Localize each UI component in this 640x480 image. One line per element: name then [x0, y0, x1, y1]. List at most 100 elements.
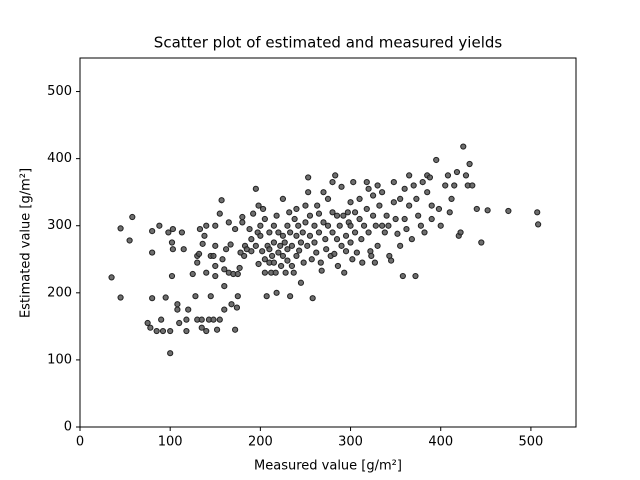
scatter-point [281, 239, 288, 246]
scatter-point [369, 192, 377, 199]
scatter-point [117, 225, 124, 232]
scatter-point [390, 179, 397, 186]
scatter-point [347, 222, 354, 229]
scatter-point [311, 239, 318, 246]
scatter-point [279, 232, 287, 239]
scatter-point [290, 269, 297, 276]
scatter-point [351, 209, 359, 216]
y-tick-label: 200 [47, 285, 72, 300]
x-tick-label: 400 [428, 435, 453, 450]
scatter-point [406, 202, 413, 209]
scatter-point [390, 199, 397, 206]
scatter-point [399, 272, 406, 280]
scatter-point [162, 294, 169, 301]
scatter-point [347, 199, 354, 206]
scatter-point [332, 172, 339, 179]
scatter-point [234, 270, 241, 278]
scatter-point [317, 259, 324, 266]
scatter-point [403, 225, 410, 233]
scatter-point [149, 227, 156, 235]
scatter-point [272, 269, 279, 276]
scatter-point [273, 289, 280, 296]
scatter-point [406, 172, 413, 179]
scatter-point [236, 264, 243, 272]
scatter-point [385, 222, 392, 229]
scatter-point [394, 230, 401, 237]
scatter-point [159, 327, 167, 335]
scatter-point [174, 306, 181, 313]
scatter-point [219, 256, 226, 263]
scatter-point [287, 293, 294, 300]
scatter-point [199, 240, 206, 247]
y-tick-label: 300 [47, 218, 72, 233]
scatter-point [336, 222, 343, 229]
scatter-point [183, 316, 190, 323]
scatter-point [305, 174, 312, 181]
scatter-point [279, 195, 287, 202]
scatter-point [168, 239, 176, 246]
scatter-point [410, 182, 417, 189]
scatter-point [356, 195, 363, 202]
scatter-point [270, 259, 277, 266]
scatter-point [273, 212, 280, 219]
scatter-point [221, 266, 228, 273]
scatter-point [156, 222, 163, 229]
scatter-point [428, 215, 435, 223]
scatter-point [168, 272, 176, 280]
y-tick-label: 400 [47, 151, 72, 166]
scatter-point [371, 259, 378, 266]
scatter-point [149, 249, 156, 256]
scatter-point [347, 239, 354, 246]
scatter-point [153, 327, 160, 335]
scatter-point [210, 316, 217, 323]
scatter-point [333, 236, 341, 243]
scatter-point [379, 189, 386, 196]
scatter-point [397, 242, 404, 249]
scatter-point [284, 246, 291, 253]
scatter-point [442, 182, 449, 189]
scatter-point [374, 242, 381, 249]
scatter-point [349, 256, 356, 263]
scatter-point [401, 215, 408, 223]
scatter-point [232, 225, 239, 233]
scatter-point [324, 195, 332, 202]
scatter-point [397, 195, 404, 202]
scatter-point [203, 327, 210, 335]
scatter-point [302, 219, 309, 226]
scatter-point [221, 306, 228, 313]
scatter-point [158, 316, 165, 323]
scatter-point [225, 219, 232, 226]
scatter-point [282, 269, 289, 276]
scatter-point [314, 202, 321, 209]
scatter-point [437, 222, 444, 229]
scatter-point [462, 172, 470, 179]
scatter-point [234, 293, 241, 300]
scatter-point [535, 221, 542, 228]
scatter-point [261, 256, 268, 263]
scatter-point [216, 210, 223, 217]
scatter-point [313, 249, 320, 256]
scatter-point [309, 295, 316, 302]
scatter-point [297, 239, 305, 246]
scatter-point [322, 236, 329, 243]
scatter-point [365, 229, 372, 236]
scatter-point [401, 185, 408, 192]
scatter-point [147, 324, 154, 331]
scatter-point [324, 222, 332, 229]
scatter-point [302, 202, 309, 209]
scatter-point [413, 195, 420, 202]
scatter-point [341, 269, 348, 276]
scatter-point [372, 222, 379, 229]
scatter-point [144, 319, 151, 327]
scatter-point [534, 209, 541, 216]
scatter-point [252, 185, 259, 192]
scatter-point [257, 232, 264, 239]
scatter-point [239, 213, 246, 221]
scatter-point [331, 250, 338, 258]
scatter-point [239, 219, 246, 226]
scatter-point [478, 239, 485, 246]
scatter-point [266, 229, 273, 236]
scatter-point [279, 252, 287, 260]
scatter-point [207, 293, 214, 300]
